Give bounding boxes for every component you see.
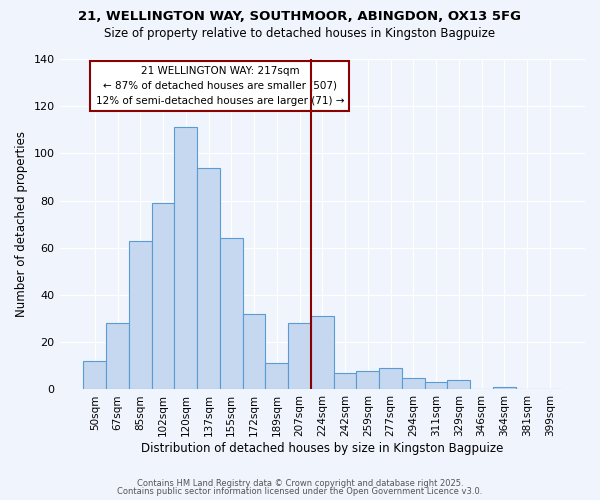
X-axis label: Distribution of detached houses by size in Kingston Bagpuize: Distribution of detached houses by size …: [141, 442, 503, 455]
Bar: [265, 364, 288, 390]
Bar: [242, 314, 265, 390]
Text: Contains HM Land Registry data © Crown copyright and database right 2025.: Contains HM Land Registry data © Crown c…: [137, 478, 463, 488]
Text: Contains public sector information licensed under the Open Government Licence v3: Contains public sector information licen…: [118, 487, 482, 496]
Bar: [425, 382, 448, 390]
Bar: [356, 370, 379, 390]
Y-axis label: Number of detached properties: Number of detached properties: [15, 131, 28, 317]
Bar: [129, 241, 152, 390]
Bar: [402, 378, 425, 390]
Bar: [83, 361, 106, 390]
Bar: [152, 203, 175, 390]
Bar: [493, 387, 515, 390]
Bar: [311, 316, 334, 390]
Bar: [175, 128, 197, 390]
Bar: [197, 168, 220, 390]
Bar: [379, 368, 402, 390]
Bar: [106, 324, 129, 390]
Text: Size of property relative to detached houses in Kingston Bagpuize: Size of property relative to detached ho…: [104, 28, 496, 40]
Text: 21, WELLINGTON WAY, SOUTHMOOR, ABINGDON, OX13 5FG: 21, WELLINGTON WAY, SOUTHMOOR, ABINGDON,…: [79, 10, 521, 23]
Bar: [288, 324, 311, 390]
Bar: [448, 380, 470, 390]
Bar: [220, 238, 242, 390]
Bar: [334, 373, 356, 390]
Text: 21 WELLINGTON WAY: 217sqm
← 87% of detached houses are smaller (507)
12% of semi: 21 WELLINGTON WAY: 217sqm ← 87% of detac…: [95, 66, 344, 106]
